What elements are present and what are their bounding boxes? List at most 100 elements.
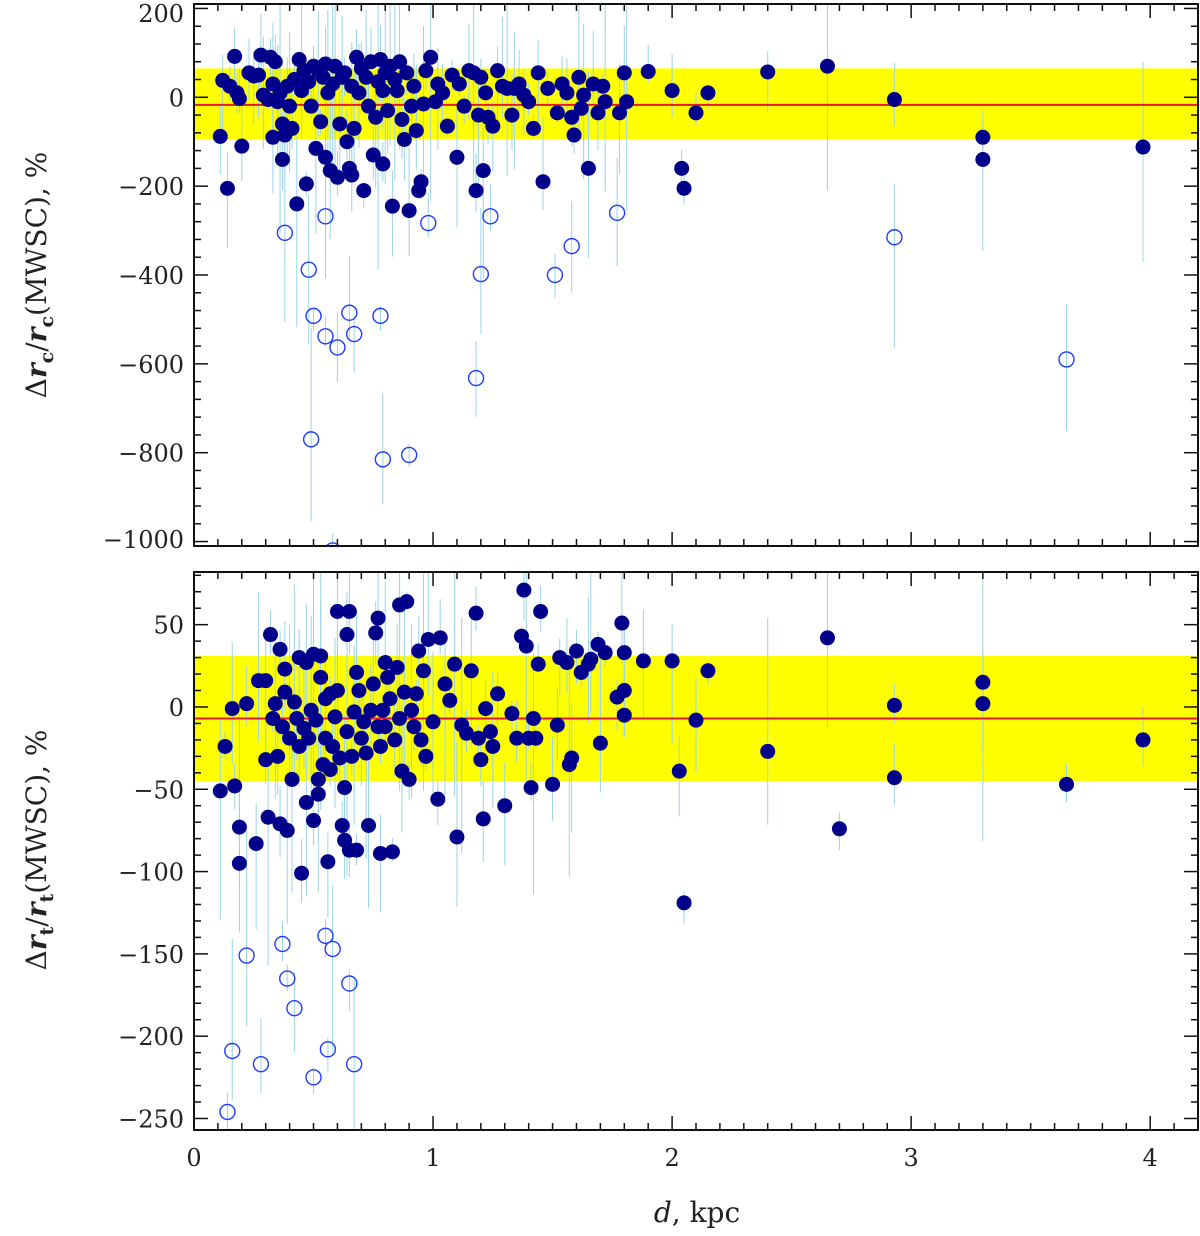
y-tick-label: −800 <box>118 440 184 468</box>
open-point <box>300 261 317 278</box>
open-point <box>305 1069 322 1086</box>
open-point <box>319 1041 337 1058</box>
x-tick-label: 1 <box>425 1144 440 1172</box>
filled-point <box>329 604 345 620</box>
filled-point <box>325 738 341 754</box>
filled-point <box>339 134 355 150</box>
filled-point <box>313 669 329 685</box>
filled-point <box>380 669 396 685</box>
filled-point <box>468 605 484 621</box>
filled-point <box>573 100 589 116</box>
filled-point <box>975 674 991 690</box>
filled-point <box>533 604 549 620</box>
filled-point <box>394 112 410 128</box>
open-point <box>302 431 320 448</box>
plot-area <box>194 4 1198 546</box>
filled-point <box>308 712 324 728</box>
open-point <box>317 328 334 345</box>
filled-point <box>1135 732 1151 748</box>
filled-point <box>456 98 472 114</box>
filled-point <box>322 762 338 778</box>
filled-point <box>310 771 326 787</box>
filled-point <box>404 702 420 718</box>
filled-point <box>819 630 835 646</box>
filled-point <box>478 701 494 717</box>
filled-point <box>375 156 391 172</box>
open-point <box>317 927 334 944</box>
filled-point <box>363 702 379 718</box>
open-point <box>341 304 358 321</box>
filled-point <box>640 64 656 80</box>
filled-point <box>580 160 596 176</box>
filled-point <box>356 183 372 199</box>
filled-point <box>337 65 353 81</box>
filled-point <box>571 69 587 85</box>
filled-point <box>676 895 692 911</box>
filled-point <box>418 63 434 79</box>
filled-point <box>449 829 465 845</box>
filled-point <box>576 87 592 103</box>
filled-point <box>267 54 283 70</box>
filled-point <box>298 176 314 192</box>
filled-point <box>267 696 283 712</box>
filled-point <box>612 105 628 121</box>
filled-point <box>886 697 902 713</box>
y-tick-label: −600 <box>118 351 184 379</box>
open-point <box>400 446 418 464</box>
y-tick-label: −1000 <box>103 526 184 554</box>
filled-point <box>482 724 498 740</box>
filled-point <box>279 822 295 838</box>
filled-point <box>389 83 405 99</box>
filled-point <box>219 180 235 196</box>
filled-point <box>344 167 360 183</box>
filled-point <box>351 85 367 101</box>
filled-point <box>337 780 353 796</box>
bottom-y-axis-title: Δrt/rt(MWSC), % <box>20 729 58 970</box>
filled-point <box>590 105 606 121</box>
open-point <box>372 307 389 325</box>
filled-point <box>289 196 305 212</box>
open-point <box>305 307 322 325</box>
filled-point <box>356 714 372 730</box>
filled-point <box>392 710 408 726</box>
filled-point <box>382 691 398 707</box>
filled-point <box>248 836 264 852</box>
filled-point <box>294 865 310 881</box>
filled-point <box>327 709 343 725</box>
filled-point <box>274 719 290 735</box>
filled-point <box>518 638 534 654</box>
filled-point <box>423 49 439 65</box>
filled-point <box>592 735 608 751</box>
filled-point <box>258 673 274 689</box>
filled-point <box>358 69 374 85</box>
open-point <box>324 940 341 958</box>
filled-point <box>473 752 489 768</box>
filled-point <box>595 78 611 94</box>
filled-point <box>616 65 632 81</box>
y-tick-label: −150 <box>118 941 184 969</box>
filled-point <box>212 783 228 799</box>
filled-point <box>700 85 716 101</box>
filled-point <box>485 738 501 754</box>
filled-point <box>329 169 345 185</box>
filled-point <box>320 854 336 870</box>
filled-point <box>975 696 991 712</box>
filled-point <box>277 661 293 677</box>
filled-point <box>664 653 680 669</box>
filled-point <box>358 745 374 761</box>
filled-point <box>432 630 448 646</box>
filled-point <box>413 732 429 748</box>
filled-point <box>265 129 281 145</box>
open-point <box>279 970 296 987</box>
open-point <box>467 369 485 387</box>
filled-point <box>1059 776 1075 792</box>
filled-point <box>341 604 357 620</box>
filled-point <box>251 67 267 83</box>
filled-point <box>408 123 424 139</box>
open-point <box>286 999 303 1017</box>
open-point <box>329 339 346 356</box>
filled-point <box>616 683 632 699</box>
filled-point <box>346 120 362 136</box>
filled-point <box>545 776 561 792</box>
